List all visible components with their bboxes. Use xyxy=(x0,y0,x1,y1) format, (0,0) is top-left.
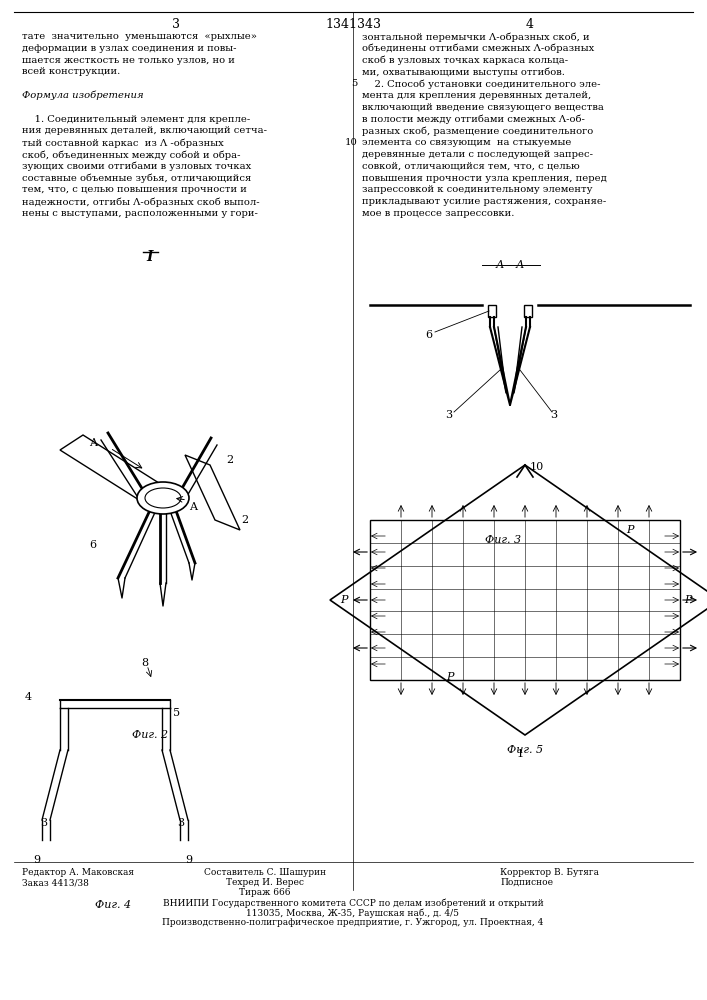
Text: деформации в узлах соединения и повы-: деформации в узлах соединения и повы- xyxy=(22,44,237,53)
Text: скоб, объединенных между собой и обра-: скоб, объединенных между собой и обра- xyxy=(22,150,240,159)
Ellipse shape xyxy=(137,482,189,514)
Text: P: P xyxy=(446,672,454,682)
Text: А – А: А – А xyxy=(496,260,525,270)
Text: 9: 9 xyxy=(33,855,40,865)
Text: тате  значительно  уменьшаются  «рыхлые»: тате значительно уменьшаются «рыхлые» xyxy=(22,32,257,41)
Text: A: A xyxy=(89,438,97,448)
Text: Подписное: Подписное xyxy=(500,878,553,887)
Text: 3: 3 xyxy=(445,410,452,420)
Text: Редактор А. Маковская: Редактор А. Маковская xyxy=(22,868,134,877)
Text: Фиг. 2: Фиг. 2 xyxy=(132,730,168,740)
Text: включающий введение связующего вещества: включающий введение связующего вещества xyxy=(362,103,604,112)
Text: скоб в узловых точках каркаса кольца-: скоб в узловых точках каркаса кольца- xyxy=(362,56,568,65)
Text: составные объемные зубья, отличающийся: составные объемные зубья, отличающийся xyxy=(22,174,251,183)
Text: Формула изобретения: Формула изобретения xyxy=(22,91,144,101)
Text: 4: 4 xyxy=(526,18,534,31)
Text: Фиг. 5: Фиг. 5 xyxy=(507,745,543,755)
Text: 113035, Москва, Ж-35, Раушская наб., д. 4/5: 113035, Москва, Ж-35, Раушская наб., д. … xyxy=(247,908,460,918)
Text: всей конструкции.: всей конструкции. xyxy=(22,67,120,76)
Text: повышения прочности узла крепления, перед: повышения прочности узла крепления, пере… xyxy=(362,174,607,183)
Text: 1: 1 xyxy=(516,749,524,759)
Text: тем, что, с целью повышения прочности и: тем, что, с целью повышения прочности и xyxy=(22,185,247,194)
Text: зующих своими отгибами в узловых точках: зующих своими отгибами в узловых точках xyxy=(22,162,251,171)
Bar xyxy=(370,520,680,680)
Text: 9: 9 xyxy=(185,855,192,865)
Text: P: P xyxy=(626,525,633,535)
Text: Техред И. Верес: Техред И. Верес xyxy=(226,878,304,887)
Text: 6: 6 xyxy=(425,330,432,340)
Text: Корректор В. Бутяга: Корректор В. Бутяга xyxy=(500,868,599,877)
Text: Составитель С. Шашурин: Составитель С. Шашурин xyxy=(204,868,326,877)
Text: 4: 4 xyxy=(25,692,32,702)
Text: ми, охватывающими выступы отгибов.: ми, охватывающими выступы отгибов. xyxy=(362,67,565,77)
Text: 6: 6 xyxy=(90,540,97,550)
Text: объединены отгибами смежных Λ-образных: объединены отгибами смежных Λ-образных xyxy=(362,44,595,53)
Text: 2. Способ установки соединительного эле-: 2. Способ установки соединительного эле- xyxy=(362,79,600,89)
Text: мента для крепления деревянных деталей,: мента для крепления деревянных деталей, xyxy=(362,91,591,100)
Text: 3: 3 xyxy=(177,818,184,828)
Text: Производственно-полиграфическое предприятие, г. Ужгород, ул. Проектная, 4: Производственно-полиграфическое предприя… xyxy=(163,918,544,927)
Text: 2: 2 xyxy=(226,455,233,465)
Text: 3: 3 xyxy=(550,410,557,420)
Text: тый составной каркас  из Λ -образных: тый составной каркас из Λ -образных xyxy=(22,138,223,148)
Text: 1. Соединительный элемент для крепле-: 1. Соединительный элемент для крепле- xyxy=(22,115,250,124)
Text: Фиг. 4: Фиг. 4 xyxy=(95,900,131,910)
Text: 10: 10 xyxy=(530,462,544,472)
Text: Заказ 4413/38: Заказ 4413/38 xyxy=(22,878,89,887)
Text: 8: 8 xyxy=(141,658,148,668)
Text: 5: 5 xyxy=(351,79,358,88)
Text: ВНИИПИ Государственного комитета СССР по делам изобретений и открытий: ВНИИПИ Государственного комитета СССР по… xyxy=(163,898,544,908)
Text: ния деревянных деталей, включающий сетча-: ния деревянных деталей, включающий сетча… xyxy=(22,126,267,135)
Text: разных скоб, размещение соединительного: разных скоб, размещение соединительного xyxy=(362,126,593,136)
Text: надежности, отгибы Λ-образных скоб выпол-: надежности, отгибы Λ-образных скоб выпол… xyxy=(22,197,259,207)
Text: Фиг. 3: Фиг. 3 xyxy=(485,535,521,545)
Text: шается жесткость не только узлов, но и: шается жесткость не только узлов, но и xyxy=(22,56,235,65)
Text: запрессовкой к соединительному элементу: запрессовкой к соединительному элементу xyxy=(362,185,592,194)
Text: 3: 3 xyxy=(40,818,47,828)
Text: совкой, отличающийся тем, что, с целью: совкой, отличающийся тем, что, с целью xyxy=(362,162,580,171)
Bar xyxy=(488,305,496,317)
Text: 3: 3 xyxy=(172,18,180,31)
Text: P: P xyxy=(684,595,691,605)
Text: в полости между отгибами смежных Λ-об-: в полости между отгибами смежных Λ-об- xyxy=(362,115,585,124)
Text: 10: 10 xyxy=(345,138,358,147)
Text: деревянные детали с последующей запрес-: деревянные детали с последующей запрес- xyxy=(362,150,593,159)
Text: мое в процессе запрессовки.: мое в процессе запрессовки. xyxy=(362,209,515,218)
Text: зонтальной перемычки Λ-образных скоб, и: зонтальной перемычки Λ-образных скоб, и xyxy=(362,32,590,41)
Text: I: I xyxy=(147,250,153,264)
Text: нены с выступами, расположенными у гори-: нены с выступами, расположенными у гори- xyxy=(22,209,258,218)
Text: 5: 5 xyxy=(173,708,180,718)
Text: 1341343: 1341343 xyxy=(325,18,381,31)
Text: 2: 2 xyxy=(241,515,249,525)
Bar xyxy=(524,305,532,317)
Text: Тираж 666: Тираж 666 xyxy=(239,888,291,897)
Text: P: P xyxy=(341,595,348,605)
Text: элемента со связующим  на стыкуемые: элемента со связующим на стыкуемые xyxy=(362,138,571,147)
Text: прикладывают усилие растяжения, сохраняе-: прикладывают усилие растяжения, сохраняе… xyxy=(362,197,606,206)
Text: A: A xyxy=(189,502,197,512)
